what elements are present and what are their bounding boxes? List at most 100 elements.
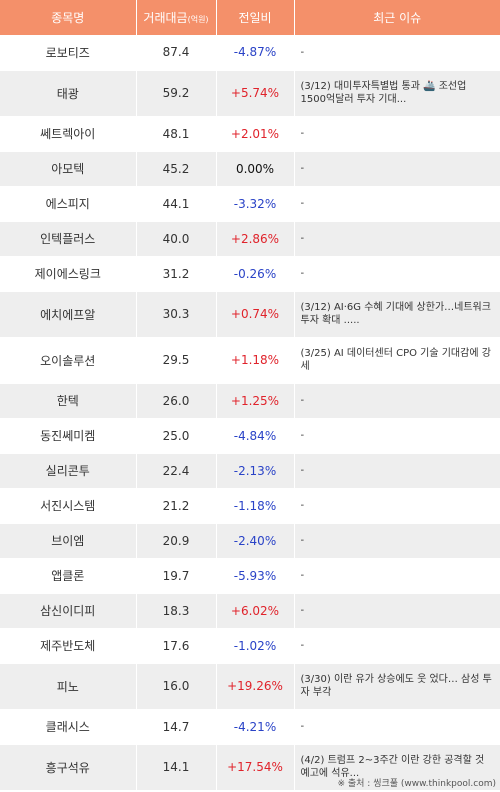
recent-issue: -	[294, 488, 500, 524]
trade-volume: 44.1	[136, 186, 217, 222]
price-change: -2.13%	[216, 453, 295, 489]
header-name-label: 종목명	[51, 11, 85, 25]
header-issue: 최근 이슈	[294, 0, 500, 35]
price-change: -3.32%	[216, 186, 295, 222]
stock-name: 제주반도체	[0, 628, 137, 664]
stock-name: 삼신이디피	[0, 593, 137, 629]
table-row: 브이엠 20.9 -2.40% -	[0, 523, 500, 559]
table-row: 쎄트렉아이 48.1 +2.01% -	[0, 116, 500, 152]
trade-volume: 48.1	[136, 116, 217, 152]
table-row: 동진쎄미켐 25.0 -4.84% -	[0, 418, 500, 454]
header-volume-unit: (억원)	[187, 15, 209, 24]
trade-volume: 25.0	[136, 418, 217, 454]
stock-name: 인텍플러스	[0, 221, 137, 257]
price-change: -4.87%	[216, 35, 295, 71]
recent-issue: (3/12) 대미투자특별법 통과 🚢 조선업 1500억달러 투자 기대...	[294, 70, 500, 117]
trade-volume: 30.3	[136, 291, 217, 338]
header-change: 전일비	[216, 0, 295, 35]
price-change: +0.74%	[216, 291, 295, 338]
recent-issue: -	[294, 628, 500, 664]
table-row: 서진시스템 21.2 -1.18% -	[0, 488, 500, 524]
table-row: 실리콘투 22.4 -2.13% -	[0, 453, 500, 489]
price-change: +2.01%	[216, 116, 295, 152]
stock-name: 클래시스	[0, 709, 137, 745]
price-change: +19.26%	[216, 663, 295, 710]
table-row: 오이솔루션 29.5 +1.18% (3/25) AI 데이터센터 CPO 기술 기대…	[0, 337, 500, 384]
source-footer: ※ 출처 : 씽크풀 (www.thinkpool.com)	[337, 779, 496, 789]
header-name: 종목명	[0, 0, 137, 35]
recent-issue: -	[294, 256, 500, 292]
table-row: 제주반도체 17.6 -1.02% -	[0, 628, 500, 664]
recent-issue: -	[294, 523, 500, 559]
table-row: 아모텍 45.2 0.00% -	[0, 151, 500, 187]
price-change: -4.84%	[216, 418, 295, 454]
trade-volume: 31.2	[136, 256, 217, 292]
price-change: +1.18%	[216, 337, 295, 384]
stock-name: 제이에스링크	[0, 256, 137, 292]
stock-name: 에치에프알	[0, 291, 137, 338]
table-row: 앱클론 19.7 -5.93% -	[0, 558, 500, 594]
recent-issue: -	[294, 186, 500, 222]
trade-volume: 17.6	[136, 628, 217, 664]
table-row: 인텍플러스 40.0 +2.86% -	[0, 221, 500, 257]
header-change-label: 전일비	[238, 11, 272, 25]
recent-issue: -	[294, 383, 500, 419]
table-row: 태광 59.2 +5.74% (3/12) 대미투자특별법 통과 🚢 조선업 1500…	[0, 70, 500, 117]
price-change: -4.21%	[216, 709, 295, 745]
trade-volume: 40.0	[136, 221, 217, 257]
stock-name: 태광	[0, 70, 137, 117]
price-change: -0.26%	[216, 256, 295, 292]
price-change: -2.40%	[216, 523, 295, 559]
recent-issue: -	[294, 116, 500, 152]
price-change: +5.74%	[216, 70, 295, 117]
recent-issue: (3/30) 이란 유가 상승에도 웃 었다… 삼성 투자 부각	[294, 663, 500, 710]
recent-issue: -	[294, 35, 500, 71]
trade-volume: 18.3	[136, 593, 217, 629]
stock-name: 에스피지	[0, 186, 137, 222]
price-change: -5.93%	[216, 558, 295, 594]
price-change: +1.25%	[216, 383, 295, 419]
price-change: -1.18%	[216, 488, 295, 524]
stock-name: 쎄트렉아이	[0, 116, 137, 152]
price-change: 0.00%	[216, 151, 295, 187]
trade-volume: 20.9	[136, 523, 217, 559]
stock-name: 앱클론	[0, 558, 137, 594]
table-row: 흥구석유 14.1 +17.54% (4/2) 트럼프 2~3주간 이란 강한 공격할…	[0, 744, 500, 791]
header-volume-label: 거래대금	[143, 11, 188, 25]
trade-volume: 22.4	[136, 453, 217, 489]
header-issue-label: 최근 이슈	[373, 11, 422, 25]
recent-issue: -	[294, 593, 500, 629]
trade-volume: 14.1	[136, 744, 217, 791]
table-row: 에치에프알 30.3 +0.74% (3/12) AI·6G 수혜 기대에 상한가…네…	[0, 291, 500, 338]
table-row: 제이에스링크 31.2 -0.26% -	[0, 256, 500, 292]
price-change: -1.02%	[216, 628, 295, 664]
stock-name: 브이엠	[0, 523, 137, 559]
recent-issue: (4/2) 트럼프 2~3주간 이란 강한 공격할 것 예고에 석유...	[294, 744, 500, 791]
table-row: 피노 16.0 +19.26% (3/30) 이란 유가 상승에도 웃 었다… 삼성 …	[0, 663, 500, 710]
trade-volume: 21.2	[136, 488, 217, 524]
stock-name: 로보티즈	[0, 35, 137, 71]
recent-issue: -	[294, 151, 500, 187]
trade-volume: 45.2	[136, 151, 217, 187]
header-volume: 거래대금(억원)	[136, 0, 217, 35]
trade-volume: 26.0	[136, 383, 217, 419]
trade-volume: 59.2	[136, 70, 217, 117]
table-row: 로보티즈 87.4 -4.87% -	[0, 35, 500, 71]
recent-issue: (3/25) AI 데이터센터 CPO 기술 기대감에 강세	[294, 337, 500, 384]
price-change: +2.86%	[216, 221, 295, 257]
trade-volume: 14.7	[136, 709, 217, 745]
stock-name: 오이솔루션	[0, 337, 137, 384]
trade-volume: 87.4	[136, 35, 217, 71]
stock-name: 동진쎄미켐	[0, 418, 137, 454]
recent-issue: (3/12) AI·6G 수혜 기대에 상한가…네트워크 투자 확대 .....	[294, 291, 500, 338]
table-row: 에스피지 44.1 -3.32% -	[0, 186, 500, 222]
recent-issue: -	[294, 558, 500, 594]
trade-volume: 16.0	[136, 663, 217, 710]
table-row: 한텍 26.0 +1.25% -	[0, 383, 500, 419]
price-change: +6.02%	[216, 593, 295, 629]
stock-name: 피노	[0, 663, 137, 710]
stock-name: 흥구석유	[0, 744, 137, 791]
recent-issue: -	[294, 709, 500, 745]
